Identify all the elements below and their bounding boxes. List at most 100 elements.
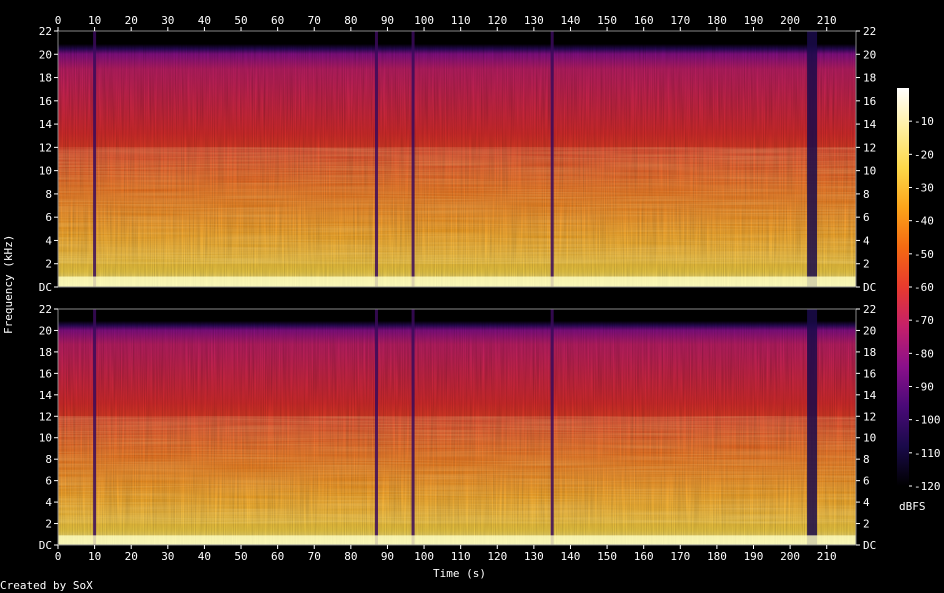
x-tick-label-top: 60 bbox=[271, 14, 284, 27]
x-tick-label-top: 210 bbox=[817, 14, 837, 27]
silent-gap bbox=[550, 309, 554, 545]
x-tick-label-top: 120 bbox=[487, 14, 507, 27]
y-tick-label-left: 4 bbox=[45, 496, 52, 509]
y-tick-label-left: 22 bbox=[39, 303, 52, 316]
colorbar-tick-label: -60 bbox=[914, 281, 934, 294]
silent-gap bbox=[807, 309, 818, 545]
colorbar-tick-label: -70 bbox=[914, 314, 934, 327]
y-tick-label-left: 20 bbox=[39, 324, 52, 337]
y-tick-label-right: 16 bbox=[863, 367, 876, 380]
x-tick-label-top: 140 bbox=[561, 14, 581, 27]
silent-gap bbox=[411, 31, 415, 287]
y-tick-label-left: 2 bbox=[45, 518, 52, 531]
x-tick-label-bottom: 20 bbox=[125, 550, 138, 563]
y-tick-label-right: DC bbox=[863, 281, 876, 294]
low-freq-band bbox=[58, 535, 856, 545]
y-tick-label-right: 6 bbox=[863, 475, 870, 488]
x-tick-label-top: 70 bbox=[308, 14, 321, 27]
x-tick-label-bottom: 130 bbox=[524, 550, 544, 563]
y-tick-label-left: 10 bbox=[39, 432, 52, 445]
channel-panel-2 bbox=[58, 309, 856, 545]
x-tick-label-bottom: 210 bbox=[817, 550, 837, 563]
y-tick-label-right: 22 bbox=[863, 25, 876, 38]
silent-gap bbox=[93, 309, 97, 545]
colorbar-tick-label: -80 bbox=[914, 347, 934, 360]
y-tick-label-right: 6 bbox=[863, 211, 870, 224]
y-tick-label-left: 14 bbox=[39, 389, 53, 402]
y-tick-label-right: 18 bbox=[863, 346, 876, 359]
y-tick-label-right: 10 bbox=[863, 165, 876, 178]
channel-panel-1 bbox=[58, 31, 856, 287]
x-tick-label-top: 90 bbox=[381, 14, 394, 27]
y-tick-label-right: 10 bbox=[863, 432, 876, 445]
x-tick-label-bottom: 10 bbox=[88, 550, 101, 563]
y-tick-label-right: 2 bbox=[863, 518, 870, 531]
x-tick-label-top: 30 bbox=[161, 14, 174, 27]
x-tick-label-top: 80 bbox=[344, 14, 357, 27]
x-tick-label-bottom: 90 bbox=[381, 550, 394, 563]
x-tick-label-top: 50 bbox=[234, 14, 247, 27]
x-tick-label-bottom: 30 bbox=[161, 550, 174, 563]
x-tick-label-bottom: 40 bbox=[198, 550, 211, 563]
x-tick-label-top: 40 bbox=[198, 14, 211, 27]
colorbar-tick-label: -100 bbox=[914, 414, 941, 427]
y-tick-label-right: 4 bbox=[863, 234, 870, 247]
silent-gap bbox=[411, 309, 415, 545]
x-tick-label-bottom: 50 bbox=[234, 550, 247, 563]
colorbar-tick-label: -50 bbox=[914, 248, 934, 261]
y-tick-label-right: 18 bbox=[863, 72, 876, 85]
y-tick-label-right: 20 bbox=[863, 48, 876, 61]
x-tick-label-bottom: 140 bbox=[561, 550, 581, 563]
x-tick-label-bottom: 0 bbox=[55, 550, 62, 563]
silent-gap bbox=[550, 31, 554, 287]
y-tick-label-right: 14 bbox=[863, 118, 877, 131]
x-tick-label-bottom: 170 bbox=[670, 550, 690, 563]
y-tick-label-right: 2 bbox=[863, 258, 870, 271]
y-tick-label-right: 16 bbox=[863, 95, 876, 108]
spectrogram-harmonics bbox=[58, 147, 856, 264]
x-tick-label-top: 130 bbox=[524, 14, 544, 27]
spectrogram-harmonics bbox=[58, 416, 856, 524]
y-tick-label-left: 8 bbox=[45, 188, 52, 201]
x-tick-label-top: 20 bbox=[125, 14, 138, 27]
x-tick-label-top: 180 bbox=[707, 14, 727, 27]
x-tick-label-bottom: 60 bbox=[271, 550, 284, 563]
y-axis-title: Frequency (kHz) bbox=[2, 234, 15, 334]
y-tick-label-left: 16 bbox=[39, 95, 52, 108]
x-tick-label-top: 0 bbox=[55, 14, 62, 27]
y-tick-label-right: 8 bbox=[863, 453, 870, 466]
y-tick-label-right: 20 bbox=[863, 324, 876, 337]
low-freq-band bbox=[58, 276, 856, 287]
y-tick-label-left: DC bbox=[39, 539, 52, 552]
y-tick-label-left: 8 bbox=[45, 453, 52, 466]
y-tick-label-left: 12 bbox=[39, 410, 52, 423]
credit-text: Created by SoX bbox=[0, 579, 93, 592]
y-tick-label-left: 12 bbox=[39, 141, 52, 154]
x-tick-label-bottom: 70 bbox=[308, 550, 321, 563]
x-tick-label-top: 190 bbox=[744, 14, 764, 27]
y-tick-label-left: DC bbox=[39, 281, 52, 294]
y-tick-label-left: 22 bbox=[39, 25, 52, 38]
colorbar-tick-label: -90 bbox=[914, 381, 934, 394]
x-tick-label-top: 10 bbox=[88, 14, 101, 27]
y-tick-label-right: 12 bbox=[863, 410, 876, 423]
x-tick-label-bottom: 110 bbox=[451, 550, 471, 563]
x-tick-label-bottom: 100 bbox=[414, 550, 434, 563]
x-tick-label-top: 200 bbox=[780, 14, 800, 27]
y-tick-label-left: 10 bbox=[39, 165, 52, 178]
x-tick-label-bottom: 190 bbox=[744, 550, 764, 563]
panel-frame bbox=[57, 308, 857, 546]
y-tick-label-left: 18 bbox=[39, 72, 52, 85]
colorbar-gradient bbox=[897, 88, 909, 486]
x-tick-label-top: 160 bbox=[634, 14, 654, 27]
silent-gap bbox=[374, 309, 378, 545]
y-tick-label-left: 20 bbox=[39, 48, 52, 61]
x-axis-title: Time (s) bbox=[433, 567, 486, 580]
colorbar-tick-label: -20 bbox=[914, 148, 934, 161]
y-tick-label-left: 2 bbox=[45, 258, 52, 271]
y-tick-label-left: 18 bbox=[39, 346, 52, 359]
x-tick-label-bottom: 200 bbox=[780, 550, 800, 563]
colorbar-unit: dBFS bbox=[899, 500, 926, 513]
y-tick-label-right: 8 bbox=[863, 188, 870, 201]
